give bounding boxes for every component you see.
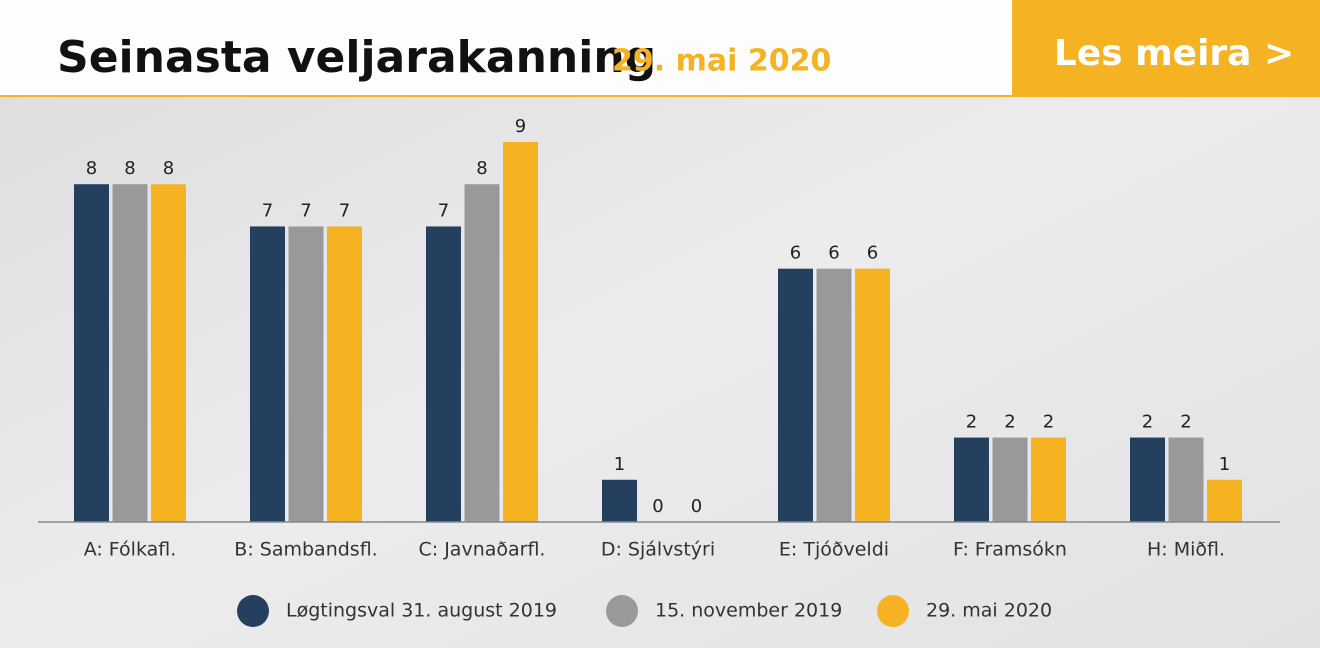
bar xyxy=(992,437,1028,522)
value-label: 2 xyxy=(966,412,977,433)
bar xyxy=(1130,437,1165,522)
bar xyxy=(503,142,538,522)
button-label[interactable]: Les meira > xyxy=(1054,33,1294,74)
value-label: 1 xyxy=(1219,454,1230,475)
value-label: 6 xyxy=(828,243,839,264)
value-label: 7 xyxy=(438,200,449,221)
value-label: 8 xyxy=(163,158,174,179)
bar xyxy=(288,226,324,522)
x-tick-label: H: Miðfl. xyxy=(1147,539,1225,561)
value-label: 0 xyxy=(691,496,702,517)
value-label: 8 xyxy=(86,158,97,179)
value-label: 9 xyxy=(515,116,526,137)
bar xyxy=(1207,479,1242,522)
bar xyxy=(426,226,461,522)
bar xyxy=(1031,437,1066,522)
value-label: 7 xyxy=(300,200,311,221)
bar xyxy=(250,226,285,522)
bar xyxy=(151,184,186,522)
value-label: 8 xyxy=(476,158,487,179)
bar xyxy=(1168,437,1204,522)
bar xyxy=(112,184,148,522)
value-label: 6 xyxy=(867,243,878,264)
chart-title: Seinasta veljarakanning xyxy=(57,32,656,83)
legend-swatch xyxy=(877,595,909,627)
header-rule xyxy=(0,95,1320,97)
header-bar xyxy=(0,0,1012,96)
value-label: 2 xyxy=(1180,412,1191,433)
x-tick-label: E: Tjóðveldi xyxy=(779,539,889,561)
value-label: 2 xyxy=(1043,412,1054,433)
read-more-button[interactable] xyxy=(1012,0,1320,96)
x-tick-label: A: Fólkafl. xyxy=(84,539,177,561)
bar xyxy=(855,268,890,522)
legend-label: 15. november 2019 xyxy=(655,600,842,622)
bar xyxy=(778,268,813,522)
bar xyxy=(602,479,637,522)
x-tick-label: F: Framsókn xyxy=(953,539,1067,561)
value-label: 2 xyxy=(1142,412,1153,433)
bar xyxy=(74,184,109,522)
value-label: 2 xyxy=(1004,412,1015,433)
x-tick-label: D: Sjálvstýri xyxy=(601,539,715,561)
legend-label: 29. mai 2020 xyxy=(926,600,1052,622)
chart-subtitle: 29. mai 2020 xyxy=(612,44,831,79)
bar xyxy=(954,437,989,522)
legend-swatch xyxy=(237,595,269,627)
value-label: 6 xyxy=(790,243,801,264)
value-label: 0 xyxy=(652,496,663,517)
x-tick-label: C: Javnaðarfl. xyxy=(419,539,546,561)
value-label: 1 xyxy=(614,454,625,475)
value-label: 7 xyxy=(339,200,350,221)
x-tick-label: B: Sambandsfl. xyxy=(234,539,377,561)
legend-label: Løgtingsval 31. august 2019 xyxy=(286,600,557,622)
bar xyxy=(816,268,852,522)
value-label: 8 xyxy=(124,158,135,179)
bar xyxy=(327,226,362,522)
legend-swatch xyxy=(606,595,638,627)
bar xyxy=(464,184,500,522)
value-label: 7 xyxy=(262,200,273,221)
